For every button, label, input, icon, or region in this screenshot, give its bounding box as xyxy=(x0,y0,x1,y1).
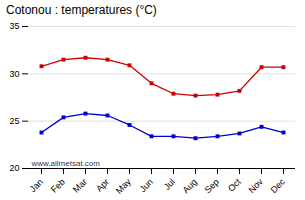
svg-text:Feb: Feb xyxy=(49,177,67,195)
svg-text:Mar: Mar xyxy=(71,177,89,195)
svg-text:Nov: Nov xyxy=(247,176,266,195)
svg-text:Oct: Oct xyxy=(226,176,243,193)
svg-text:Sep: Sep xyxy=(203,177,221,195)
svg-text:www.allmetsat.com: www.allmetsat.com xyxy=(31,159,101,168)
svg-text:Jul: Jul xyxy=(162,177,177,192)
svg-text:30: 30 xyxy=(9,69,19,79)
svg-text:Jan: Jan xyxy=(28,177,45,194)
svg-text:Jun: Jun xyxy=(138,177,155,194)
svg-text:20: 20 xyxy=(9,163,19,173)
svg-text:35: 35 xyxy=(9,21,19,31)
html-text:Cotonou : temperatures (°C): Cotonou : temperatures (°C) xyxy=(6,3,157,17)
svg-text:May: May xyxy=(114,176,133,195)
svg-text:Apr: Apr xyxy=(94,177,111,194)
svg-text:Aug: Aug xyxy=(181,177,199,195)
svg-text:Dec: Dec xyxy=(269,176,288,195)
svg-text:25: 25 xyxy=(9,116,19,126)
